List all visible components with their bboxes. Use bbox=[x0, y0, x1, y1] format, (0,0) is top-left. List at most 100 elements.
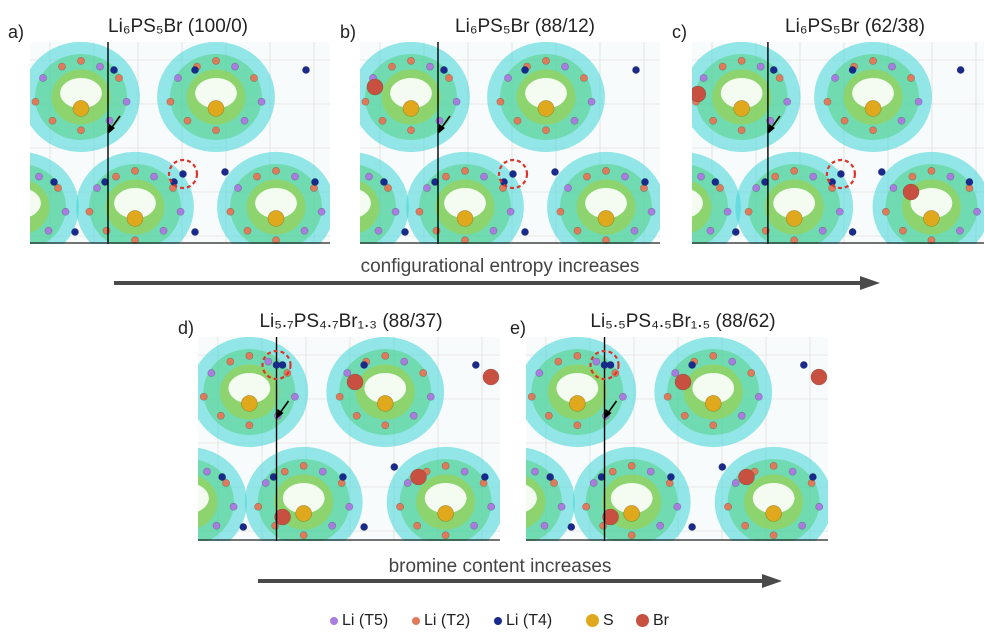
li-t5-atom bbox=[671, 369, 680, 377]
s-atom bbox=[376, 395, 394, 412]
li-t5-atom bbox=[409, 411, 418, 420]
li-t2-atom bbox=[245, 421, 254, 430]
legend-item-br: Br bbox=[636, 612, 669, 630]
panel-b-letter: b) bbox=[340, 22, 357, 42]
li-t4-atom bbox=[769, 66, 778, 74]
li-t2-atom bbox=[602, 236, 610, 244]
li-t5-atom bbox=[231, 62, 239, 71]
li-t5-atom bbox=[426, 62, 434, 71]
li-t2-atom bbox=[216, 411, 225, 420]
li-t2-atom bbox=[907, 74, 915, 82]
li-t4-atom bbox=[808, 473, 817, 481]
li-t5-atom bbox=[621, 172, 629, 181]
li-t5-atom bbox=[783, 97, 792, 106]
li-t2-atom bbox=[573, 421, 582, 430]
li-t2-atom bbox=[413, 521, 422, 530]
li-t5-atom bbox=[587, 97, 596, 106]
li-t2-atom bbox=[212, 56, 220, 65]
highlight-circle bbox=[167, 158, 199, 190]
li-t2-atom bbox=[378, 116, 387, 125]
li-t2-atom bbox=[199, 392, 208, 401]
li-t4-atom bbox=[551, 168, 559, 176]
cage-void bbox=[852, 78, 894, 109]
s-atom bbox=[72, 100, 90, 117]
li-t2-atom bbox=[381, 421, 390, 430]
li-t5-atom bbox=[809, 172, 818, 181]
li-t5-atom bbox=[234, 184, 242, 192]
br-marker bbox=[636, 614, 649, 628]
li-t4-atom bbox=[688, 523, 696, 531]
li-t4-atom bbox=[632, 66, 640, 74]
s-atom bbox=[765, 505, 782, 522]
s-atom bbox=[785, 210, 803, 227]
li-t4-atom bbox=[848, 66, 857, 74]
cage-void bbox=[444, 188, 486, 219]
li-t2-atom bbox=[527, 392, 536, 401]
li-t4-atom bbox=[471, 361, 480, 369]
li-t2-atom bbox=[582, 502, 590, 511]
li-t2-atom bbox=[131, 236, 139, 244]
br-atom bbox=[674, 373, 692, 391]
li-t2-atom bbox=[222, 479, 230, 487]
cage-void bbox=[720, 78, 763, 109]
br-atom bbox=[902, 183, 920, 201]
li-t5-atom bbox=[619, 392, 627, 401]
li-t5-atom bbox=[754, 392, 763, 401]
li-t5-atom bbox=[317, 207, 326, 216]
li-t2-atom bbox=[602, 166, 610, 175]
li-t5-atom bbox=[723, 207, 732, 216]
li-t4-marker bbox=[494, 616, 502, 625]
li-t5-atom bbox=[470, 521, 479, 530]
li-t2-atom bbox=[48, 116, 57, 125]
br-atom bbox=[738, 468, 755, 486]
li-t4-atom bbox=[110, 66, 118, 74]
li-t5-atom bbox=[889, 184, 898, 192]
li-t5-atom bbox=[291, 172, 299, 181]
panel-b-plot bbox=[360, 42, 660, 244]
li-t5-atom bbox=[96, 62, 104, 71]
entropy-arrow-label: configurational entropy increases bbox=[360, 256, 640, 277]
li-t5-atom bbox=[489, 226, 498, 235]
li-t2-atom bbox=[823, 97, 832, 106]
li-t5-atom bbox=[291, 392, 299, 401]
s-atom bbox=[864, 100, 882, 117]
li-t2-atom bbox=[381, 351, 390, 360]
li-t5-atom bbox=[460, 467, 469, 476]
li-t4-atom bbox=[567, 523, 576, 531]
li-t2-atom bbox=[31, 97, 40, 106]
li-t5-atom bbox=[93, 184, 101, 192]
cage-void bbox=[114, 188, 156, 219]
li-t5-atom bbox=[699, 74, 708, 82]
li-t5-atom bbox=[105, 116, 114, 125]
br-atom bbox=[810, 368, 828, 386]
li-t2-atom bbox=[243, 226, 252, 235]
li-t4-atom bbox=[731, 228, 740, 236]
li-t2-marker bbox=[412, 616, 420, 625]
s-atom bbox=[456, 210, 474, 227]
li-t5-atom bbox=[345, 502, 354, 511]
li-t4-atom bbox=[360, 523, 368, 531]
li-t2-atom bbox=[544, 411, 553, 420]
li-t2-atom bbox=[54, 184, 62, 192]
li-t2-atom bbox=[77, 56, 85, 65]
li-t2-atom bbox=[419, 369, 428, 377]
li-t5-atom bbox=[426, 392, 435, 401]
li-t2-atom bbox=[115, 74, 123, 82]
li-t2-atom bbox=[741, 521, 750, 530]
li-t2-atom bbox=[335, 392, 344, 401]
li-t2-atom bbox=[771, 172, 780, 181]
cage-void bbox=[773, 188, 816, 219]
li-t2-atom bbox=[166, 97, 175, 106]
li-t2-atom bbox=[254, 502, 262, 511]
li-t5-atom bbox=[122, 97, 131, 106]
li-t2-atom bbox=[183, 116, 192, 125]
li-t5-atom bbox=[300, 226, 309, 235]
li-t2-atom bbox=[542, 56, 550, 65]
li-t2-atom bbox=[388, 62, 396, 71]
li-t5-atom bbox=[656, 521, 665, 530]
s-atom bbox=[241, 395, 258, 412]
li-t2-atom bbox=[361, 97, 370, 106]
cage-void bbox=[526, 484, 537, 512]
li-t5-atom bbox=[159, 226, 168, 235]
li-t5-atom bbox=[752, 184, 761, 192]
